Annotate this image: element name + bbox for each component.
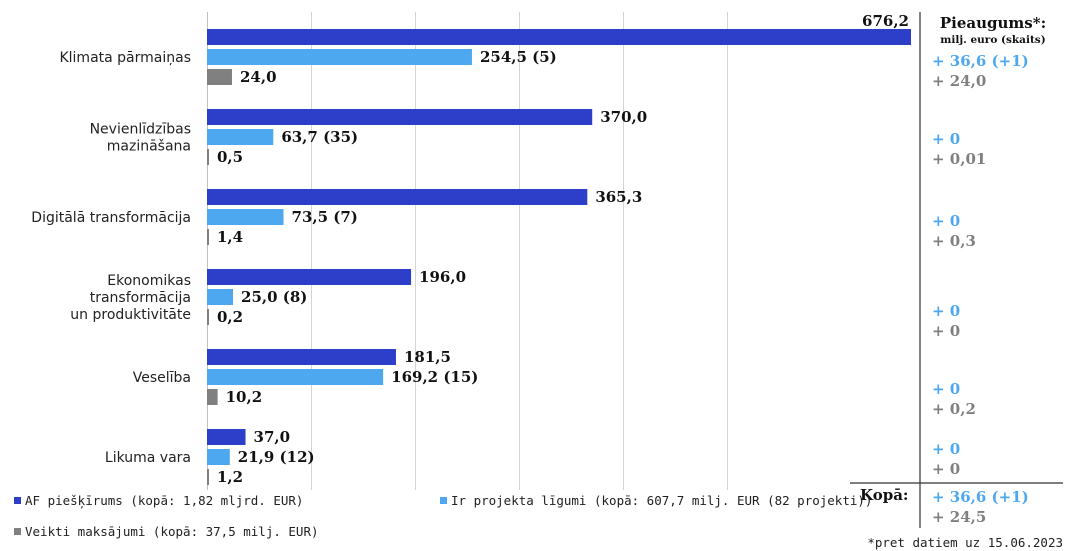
category-label: Ekonomikas transformācija un produktivitāt…: [70, 273, 191, 323]
bar-value-label: 24,0: [240, 68, 277, 86]
category-label: Digitālā transformācija: [31, 210, 191, 226]
category-label: Klimata pārmaiņas: [59, 50, 191, 66]
bar: [207, 209, 284, 225]
legend-entry: AF piešķīrums (kopā: 1,82 mljrd. EUR): [25, 493, 303, 509]
growth-gray-value: + 0,3: [932, 232, 976, 250]
bar-value-label: 181,5: [404, 348, 451, 366]
bar-value-label: 370,0: [600, 108, 647, 126]
bar: [207, 129, 274, 145]
bar-value-label: 169,2 (15): [391, 368, 478, 386]
category-label: Nevienlīdzības mazināšana: [90, 122, 191, 155]
growth-panel: Pieaugums*: milj. euro (skaits) Kopā: + …: [850, 12, 1063, 528]
bar: [207, 289, 234, 305]
category-label: Likuma vara: [105, 450, 191, 466]
legend-entry: Ir projekta līgumi (kopā: 607,7 milj. EU…: [451, 493, 872, 508]
bar: [207, 149, 209, 165]
bar: [207, 49, 472, 65]
growth-gray-value: + 0,01: [932, 150, 986, 168]
growth-blue-value: + 0: [932, 212, 960, 230]
growth-gray-value: + 0,2: [932, 400, 976, 418]
bar-value-label: 196,0: [419, 268, 466, 286]
bar: [207, 349, 396, 365]
bar-value-label: 25,0 (8): [241, 288, 307, 306]
growth-panel-title: Pieaugums*:: [940, 14, 1046, 32]
growth-gray-value: + 24,0: [932, 72, 986, 90]
growth-blue-value: + 0: [932, 130, 960, 148]
value-labels-group: 676,2 254,5 (5) 24,0 370,0 63,7 (35) 0,5 365,3…: [217, 12, 909, 486]
bar-value-label: 0,2: [217, 308, 243, 326]
bar-value-label: 676,2: [862, 12, 909, 30]
bar: [207, 309, 209, 325]
bar: [207, 69, 232, 85]
total-blue-increase: + 36,6 (+1): [932, 488, 1029, 506]
bar-value-label: 63,7 (35): [281, 128, 358, 146]
bars-group: [207, 29, 911, 485]
legend-entry: Veikti maksājumi (kopā: 37,5 milj. EUR): [25, 524, 319, 539]
growth-blue-value: + 36,6 (+1): [932, 52, 1029, 70]
gridlines: [207, 12, 728, 490]
bar: [207, 269, 412, 285]
legend-swatch: [14, 497, 21, 504]
bar: [207, 369, 384, 385]
total-label: Kopā:: [860, 486, 908, 504]
bar-value-label: 37,0: [254, 428, 291, 446]
legend-swatch: [440, 497, 447, 504]
bar: [207, 469, 209, 485]
bar-value-label: 0,5: [217, 148, 243, 166]
growth-blue-value: + 0: [932, 440, 960, 458]
bar-value-label: 1,2: [217, 468, 243, 486]
growth-gray-value: + 0: [932, 322, 960, 340]
growth-panel-subtitle: milj. euro (skaits): [940, 34, 1045, 46]
total-gray-increase: + 24,5: [932, 508, 986, 526]
bar: [207, 29, 911, 45]
growth-blue-value: + 0: [932, 380, 960, 398]
category-label: Veselība: [133, 370, 191, 386]
bar: [207, 189, 588, 205]
bar: [207, 389, 218, 405]
bar: [207, 109, 593, 125]
bar-value-label: 254,5 (5): [480, 48, 557, 66]
growth-gray-value: + 0: [932, 460, 960, 478]
footnote: *pret datiem uz 15.06.2023: [867, 535, 1063, 550]
bar-value-label: 1,4: [217, 228, 243, 246]
bar-value-label: 73,5 (7): [292, 208, 358, 226]
bar-value-label: 21,9 (12): [238, 448, 315, 466]
legend-swatch: [14, 528, 21, 535]
bar: [207, 429, 246, 445]
legend: AF piešķīrums (kopā: 1,82 mljrd. EUR) Ir …: [14, 493, 872, 539]
bar-value-label: 365,3: [595, 188, 642, 206]
category-labels-group: Klimata pārmaiņas Nevienlīdzības mazināšan…: [31, 50, 191, 466]
bar-value-label: 10,2: [226, 388, 263, 406]
bar: [207, 229, 209, 245]
growth-blue-value: + 0: [932, 302, 960, 320]
bar: [207, 449, 230, 465]
